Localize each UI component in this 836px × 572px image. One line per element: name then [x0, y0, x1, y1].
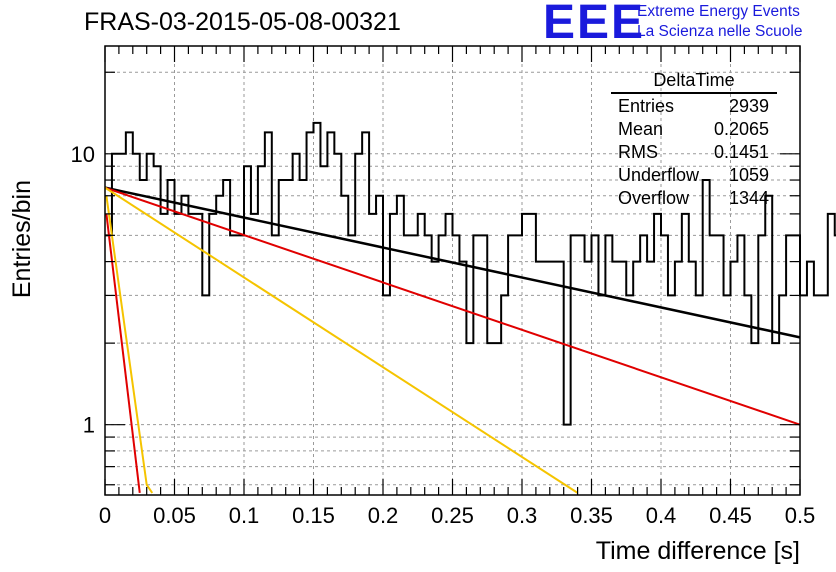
x-tick-label: 0.35 [570, 503, 613, 528]
stats-title: DeltaTime [611, 70, 777, 94]
fit-lines [104, 186, 801, 494]
stats-row-overflow: Overflow 1344 [611, 187, 777, 210]
stats-row-mean: Mean 0.2065 [611, 118, 777, 141]
tick-labels: 0 0.05 0.1 0.15 0.2 0.25 0.3 0.35 0.4 0.45 0.5 1 10 [71, 142, 816, 528]
stats-value: 2939 [728, 96, 769, 116]
y-tick-label: 1 [83, 413, 95, 438]
stats-row-entries: Entries 2939 [611, 95, 777, 118]
stats-value: 1059 [728, 165, 769, 185]
x-tick-label: 0.15 [292, 503, 335, 528]
y-axis-label: Entries/bin [8, 180, 36, 298]
stats-value: 1344 [728, 188, 769, 208]
histogram [105, 121, 836, 426]
x-tick-label: 0.1 [229, 503, 260, 528]
x-tick-label: 0.05 [153, 503, 196, 528]
fit-line [104, 186, 579, 494]
stats-box: DeltaTime Entries 2939 Mean 0.2065 RMS 0… [611, 70, 777, 210]
x-tick-label: 0 [99, 503, 111, 528]
y-tick-label: 10 [71, 142, 95, 167]
fit-line [104, 186, 801, 426]
chart-title: FRAS-03-2015-05-08-00321 [84, 8, 401, 36]
stats-row-underflow: Underflow 1059 [611, 164, 777, 187]
x-tick-label: 0.25 [431, 503, 474, 528]
x-tick-label: 0.2 [368, 503, 399, 528]
stats-value: 0.2065 [713, 119, 769, 139]
stats-label: Mean [618, 119, 664, 139]
fit-line [104, 186, 801, 339]
stats-value: 0.1451 [713, 142, 769, 162]
histogram-outline [105, 121, 836, 426]
logo-subtitle: Extreme Energy Events La Scienza nelle S… [637, 2, 802, 42]
stats-label: Overflow [618, 188, 690, 208]
fit-line [105, 195, 154, 494]
fit-line [105, 213, 141, 493]
stats-row-rms: RMS 0.1451 [611, 141, 777, 164]
logo-subtitle-line1: Extreme Energy Events [637, 3, 800, 20]
x-tick-label: 0.3 [507, 503, 538, 528]
x-tick-label: 0.5 [785, 503, 816, 528]
stats-label: Underflow [618, 165, 700, 185]
stats-label: RMS [618, 142, 658, 162]
x-tick-label: 0.4 [646, 503, 677, 528]
logo-subtitle-line2: La Scienza nelle Scuole [637, 23, 803, 40]
x-axis-label: Time difference [s] [596, 537, 800, 565]
axes [104, 45, 801, 496]
x-tick-label: 0.45 [709, 503, 752, 528]
stats-label: Entries [618, 96, 675, 116]
eee-logo: EEE [543, 0, 646, 49]
